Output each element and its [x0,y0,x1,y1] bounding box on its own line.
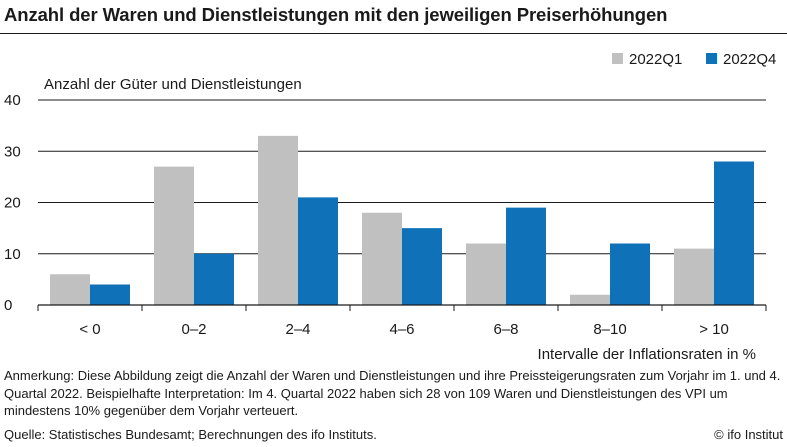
x-tick-label: < 0 [79,321,100,338]
bars [50,135,754,305]
chart-title: Anzahl der Waren und Dienstleistungen mi… [4,4,668,25]
y-tick-label: 40 [4,92,21,109]
x-tick-label: 8–10 [593,321,626,338]
y-tick-label: 10 [4,246,21,263]
y-tick-label: 30 [4,143,21,160]
x-tick-label: 4–6 [389,321,414,338]
y-tick-label: 0 [4,297,12,314]
title-divider [0,33,787,34]
x-axis: < 0 0–2 2–4 4–6 6–8 8–10 > 10 [37,304,767,338]
bar-2022Q1-3 [362,212,402,305]
bar-2022Q4-5 [610,243,650,305]
y-tick-labels: 0 10 20 30 40 [4,92,21,314]
x-axis-label: Intervalle der Inflationsraten in % [538,346,756,363]
legend-swatch-2022Q1 [612,53,623,64]
bar-2022Q4-6 [714,161,754,305]
bar-2022Q1-2 [258,135,298,305]
x-tick-label: 6–8 [493,321,518,338]
bar-2022Q1-6 [674,248,714,305]
bar-2022Q1-5 [570,294,610,305]
bar-2022Q1-1 [154,166,194,305]
bar-2022Q4-0 [90,284,130,305]
legend-label-2022Q1: 2022Q1 [629,51,682,68]
bar-2022Q4-1 [194,253,234,305]
legend-label-2022Q4: 2022Q4 [723,51,776,68]
bar-2022Q4-4 [506,207,546,305]
chart-note: Anmerkung: Diese Abbildung zeigt die Anz… [4,368,781,418]
publisher-credit: © ifo Institut [714,427,783,442]
bar-2022Q4-2 [298,197,338,305]
y-axis-label: Anzahl der Güter und Dienstleistungen [44,76,302,93]
legend: 2022Q1 2022Q4 [612,51,776,68]
bar-2022Q1-0 [50,274,90,305]
x-tick-label: > 10 [699,321,729,338]
x-tick-label: 2–4 [285,321,310,338]
bar-2022Q4-3 [402,228,442,305]
bar-chart: 2022Q1 2022Q4 Anzahl der Güter und Dienst… [4,51,776,363]
bar-2022Q1-4 [466,243,506,305]
x-tick-label: 0–2 [181,321,206,338]
source-note: Quelle: Statistisches Bundesamt; Berechn… [4,427,377,442]
legend-swatch-2022Q4 [706,53,717,64]
y-tick-label: 20 [4,195,21,212]
